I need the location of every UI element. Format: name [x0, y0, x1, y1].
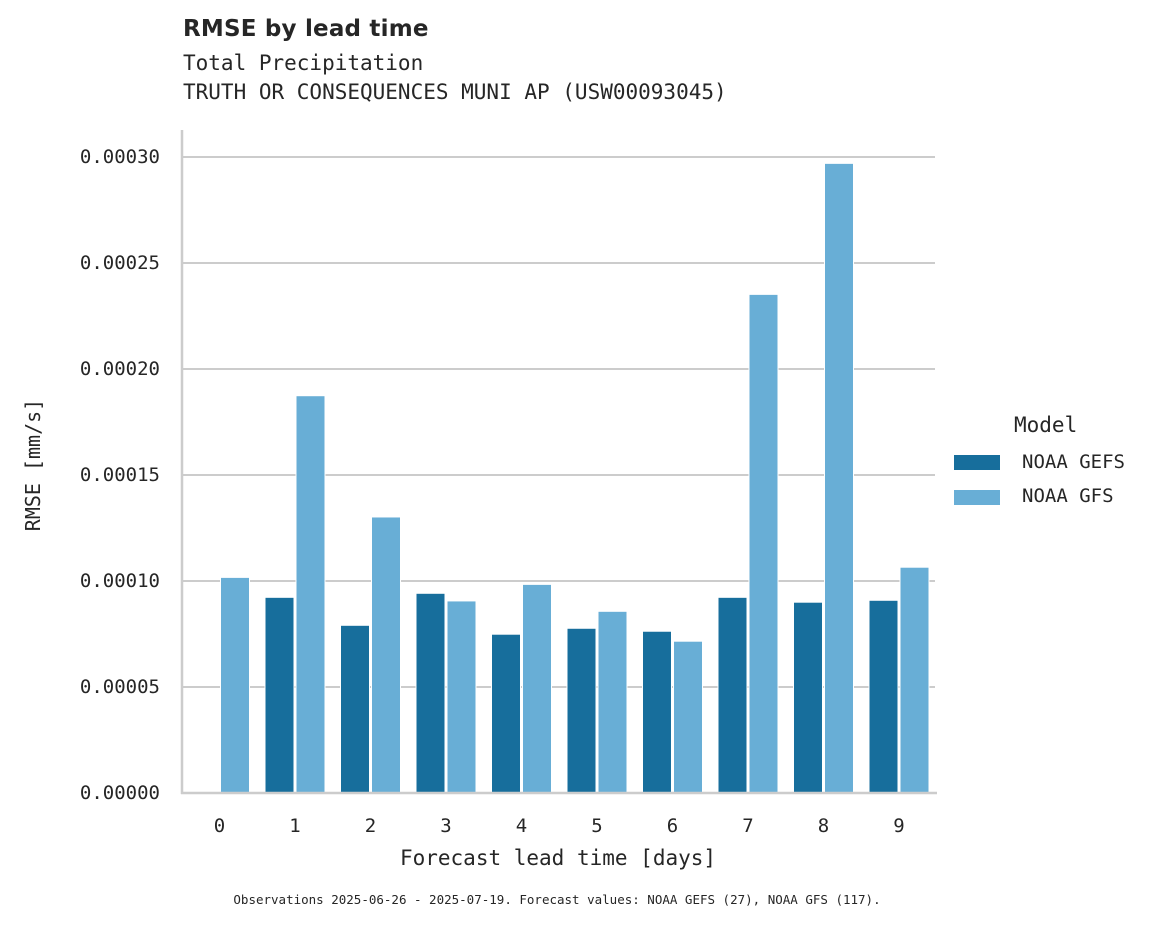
- bar-noaa-gefs-day-2: [340, 624, 370, 794]
- chart-subtitle-station: TRUTH OR CONSEQUENCES MUNI AP (USW000930…: [183, 80, 727, 104]
- bar-noaa-gefs-day-9: [868, 599, 899, 794]
- legend-label-gefs: NOAA GEFS: [1022, 451, 1125, 473]
- x-tick-label: 1: [289, 815, 301, 837]
- bar-noaa-gefs-day-7: [717, 596, 748, 794]
- bar-noaa-gfs-day-2: [371, 516, 401, 794]
- bar-noaa-gfs-day-4: [522, 583, 552, 794]
- bar-noaa-gefs-day-6: [642, 630, 672, 794]
- footer-note: Observations 2025-06-26 - 2025-07-19. Fo…: [233, 892, 881, 907]
- bar-noaa-gfs-day-8: [824, 162, 854, 794]
- y-tick-label: 0.00000: [79, 782, 160, 804]
- x-axis-label: Forecast lead time [days]: [399, 846, 717, 870]
- chart-subtitle-variable: Total Precipitation: [183, 51, 424, 75]
- x-tick-label: 9: [893, 815, 905, 837]
- axis-spines: [180, 130, 937, 795]
- y-axis-label: RMSE [mm/s]: [21, 398, 45, 532]
- x-tick-label: 8: [817, 815, 830, 837]
- x-tick-label: 4: [515, 815, 528, 837]
- x-tick-label: 7: [742, 815, 754, 837]
- bar-noaa-gfs-day-7: [748, 293, 779, 794]
- bar-noaa-gfs-day-5: [597, 610, 628, 794]
- x-tick-label: 2: [364, 815, 377, 837]
- x-tick-label: 0: [213, 815, 226, 837]
- bar-noaa-gfs-day-9: [899, 566, 930, 794]
- legend-title: Model: [1014, 413, 1078, 437]
- y-tick-label: 0.00015: [79, 464, 160, 486]
- y-tick-label: 0.00020: [79, 358, 160, 380]
- y-tick-label: 0.00030: [79, 146, 160, 168]
- y-tick-label: 0.00010: [79, 570, 160, 592]
- y-tick-label: 0.00005: [79, 676, 160, 698]
- bar-noaa-gefs-day-4: [491, 633, 521, 794]
- bar-noaa-gefs-day-5: [566, 627, 597, 794]
- bar-noaa-gfs-day-1: [295, 395, 326, 794]
- x-tick-label: 5: [591, 815, 603, 837]
- legend-swatch-gfs: [954, 490, 1000, 505]
- chart-title: RMSE by lead time: [183, 16, 429, 42]
- bar-noaa-gefs-day-1: [264, 596, 295, 794]
- bar-series: [220, 162, 930, 794]
- bar-noaa-gfs-day-6: [673, 640, 703, 794]
- legend-swatch-gefs: [954, 455, 1000, 470]
- bar-noaa-gefs-day-8: [793, 601, 823, 794]
- x-tick-label: 6: [666, 815, 679, 837]
- y-tick-label: 0.00025: [79, 252, 160, 274]
- legend-label-gfs: NOAA GFS: [1022, 485, 1114, 507]
- bar-noaa-gefs-day-3: [415, 592, 446, 794]
- bar-noaa-gfs-day-0: [220, 576, 250, 794]
- bar-noaa-gfs-day-3: [446, 600, 477, 794]
- x-tick-label: 3: [440, 815, 452, 837]
